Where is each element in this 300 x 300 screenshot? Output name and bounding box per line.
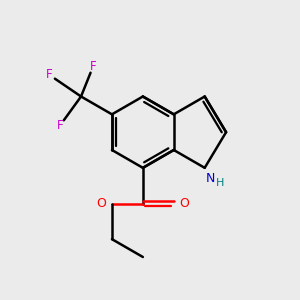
Text: N: N	[206, 172, 215, 185]
Text: O: O	[179, 197, 189, 210]
Text: F: F	[46, 68, 53, 82]
Text: O: O	[97, 197, 106, 210]
Text: H: H	[216, 178, 224, 188]
Text: F: F	[90, 60, 96, 73]
Text: F: F	[57, 119, 63, 132]
